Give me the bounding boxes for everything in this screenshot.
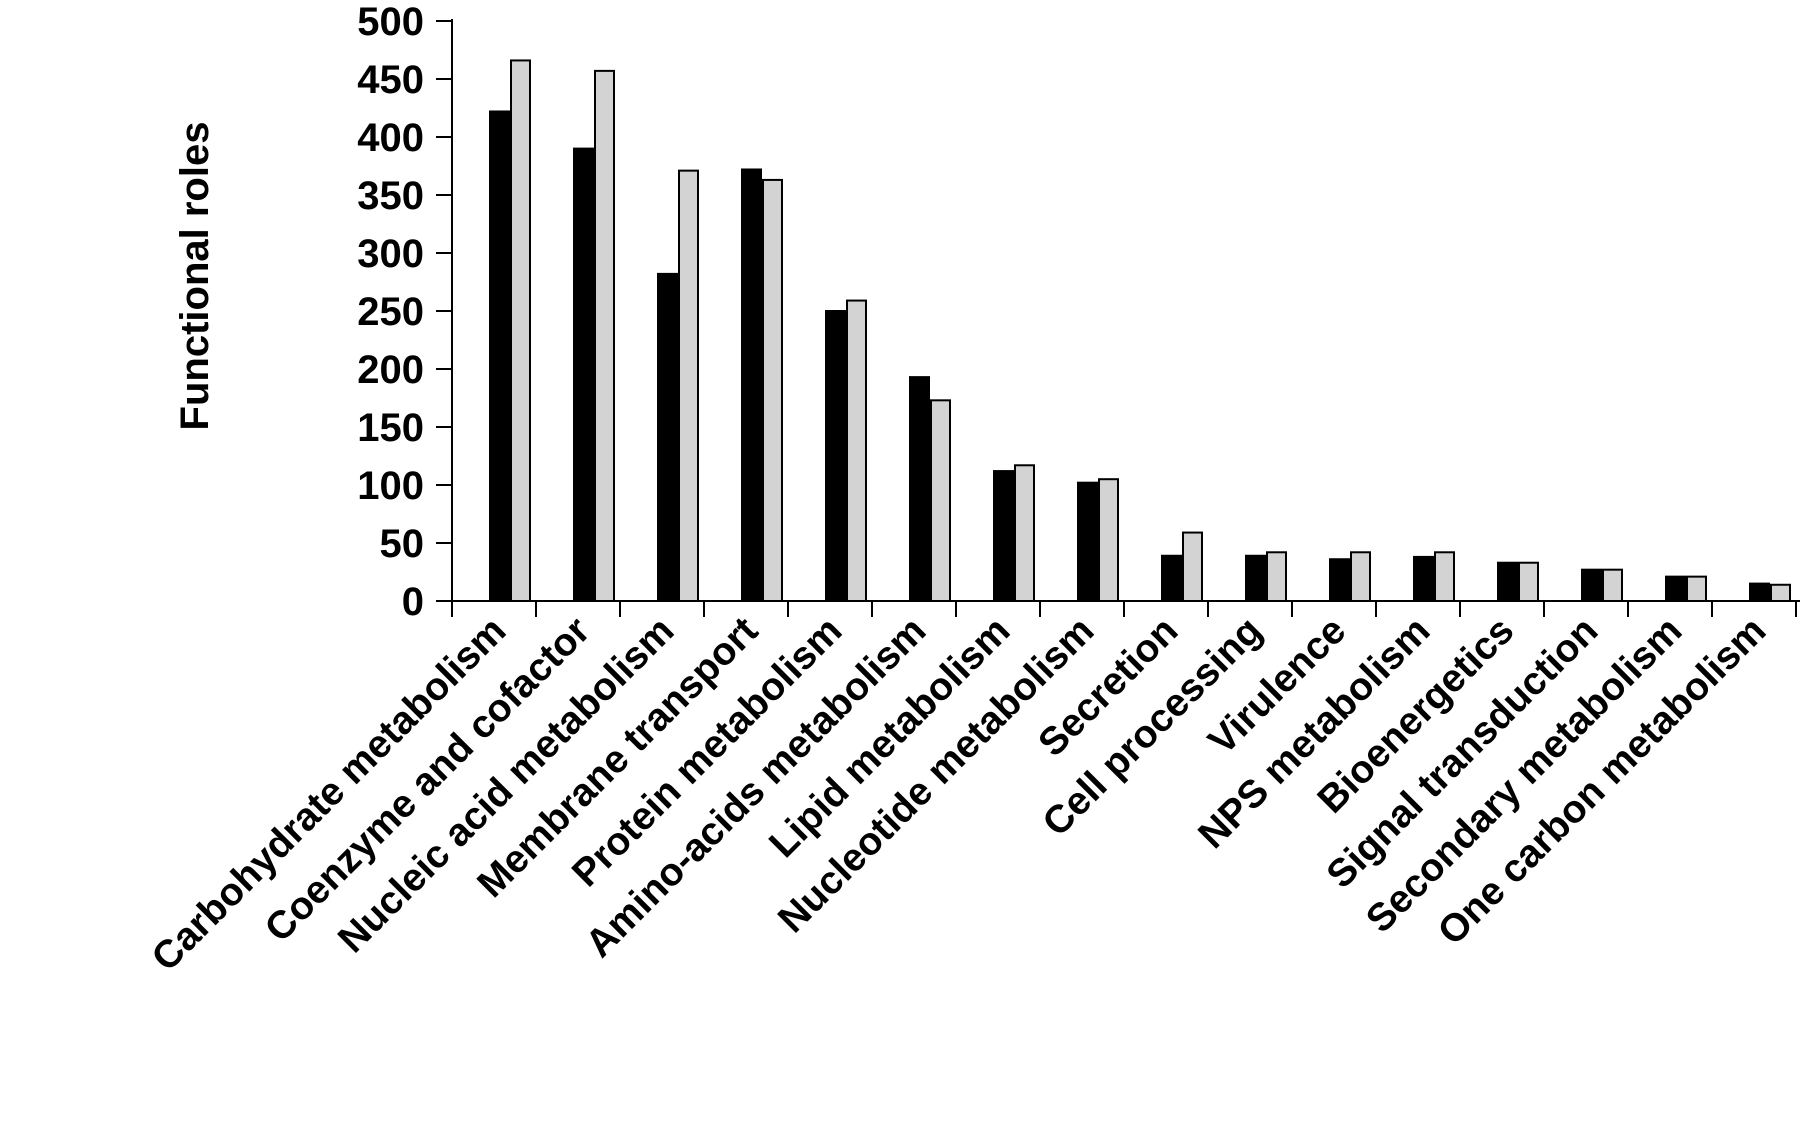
- bar-series-1-13: [1581, 568, 1602, 602]
- bar-series-1-6: [993, 470, 1014, 602]
- bar-series-1-3: [741, 168, 762, 602]
- bar-series-2-6: [1014, 464, 1035, 602]
- y-tick-label: 300: [357, 232, 424, 276]
- y-axis-ticks: 0 50 100 150 200 250 300 350 400 450 500: [357, 0, 452, 624]
- bar-series-1-0: [489, 110, 510, 602]
- bar-series-2-1: [594, 69, 615, 602]
- bar-series-1-12: [1497, 561, 1518, 602]
- y-tick-label: 200: [357, 348, 424, 392]
- bar-series-1-2: [657, 272, 678, 602]
- bars: [489, 59, 1791, 603]
- bar-series-1-15: [1749, 582, 1770, 602]
- bar-series-1-11: [1413, 555, 1434, 602]
- x-axis-ticks: [451, 601, 1797, 617]
- bar-series-1-4: [825, 310, 846, 602]
- bar-series-2-13: [1602, 568, 1623, 602]
- bar-series-2-2: [678, 169, 699, 602]
- bar-series-2-0: [510, 59, 531, 602]
- bar-series-2-15: [1770, 583, 1791, 603]
- y-tick-label: 450: [357, 58, 424, 102]
- bar-series-2-12: [1518, 561, 1539, 602]
- bar-series-2-4: [846, 299, 867, 602]
- y-tick-label: 500: [357, 0, 424, 44]
- bar-series-1-9: [1245, 554, 1266, 603]
- bar-series-1-10: [1329, 558, 1350, 602]
- y-axis-title: Functional roles: [173, 122, 217, 431]
- bar-series-1-1: [573, 147, 594, 602]
- axes: [451, 19, 1800, 602]
- bar-series-2-5: [930, 399, 951, 602]
- bar-series-2-3: [762, 178, 783, 602]
- bar-series-2-7: [1098, 478, 1119, 603]
- y-tick-label: 150: [357, 406, 424, 450]
- y-tick-label: 400: [357, 116, 424, 160]
- bar-series-2-9: [1266, 551, 1287, 603]
- y-tick-label: 350: [357, 174, 424, 218]
- bar-series-2-10: [1350, 551, 1371, 603]
- bar-series-2-8: [1182, 531, 1203, 602]
- y-tick-label: 50: [380, 522, 425, 566]
- y-tick-label: 250: [357, 290, 424, 334]
- y-tick-label: 0: [402, 580, 424, 624]
- bar-series-1-5: [909, 376, 930, 602]
- bar-series-1-7: [1077, 481, 1098, 602]
- category-label: Coenzyme and cofactor: [257, 609, 598, 950]
- y-tick-label: 100: [357, 464, 424, 508]
- bar-series-2-11: [1434, 551, 1455, 603]
- category-label: Carbohydrate metabolism: [144, 609, 515, 980]
- bar-series-1-8: [1161, 554, 1182, 603]
- bar-series-1-14: [1665, 575, 1686, 603]
- bar-series-2-14: [1686, 575, 1707, 603]
